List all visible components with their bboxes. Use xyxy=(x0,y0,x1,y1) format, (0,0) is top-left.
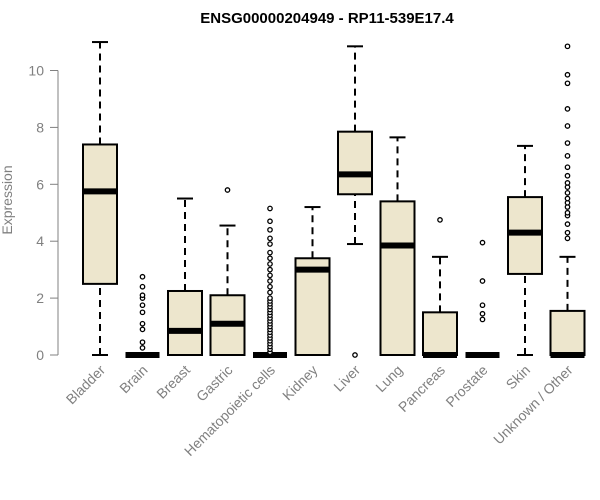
outlier-point xyxy=(267,235,273,242)
box-5 xyxy=(294,206,331,356)
outlier-point xyxy=(139,283,146,290)
outlier-point xyxy=(564,43,571,50)
iqr-box xyxy=(167,289,203,356)
outlier-point xyxy=(564,229,571,236)
outlier-point xyxy=(267,205,273,212)
outlier-point xyxy=(352,352,358,358)
x-tick-label: Liver xyxy=(330,362,363,395)
outlier-point xyxy=(564,123,571,129)
x-tick-label: Kidney xyxy=(279,362,321,404)
outlier-point xyxy=(139,345,146,351)
outlier-point xyxy=(437,217,443,223)
outlier-point xyxy=(139,326,146,333)
outlier-point xyxy=(564,106,571,112)
outlier-point xyxy=(479,310,486,317)
outlier-point xyxy=(267,226,273,233)
outlier-point xyxy=(564,221,571,227)
box-8 xyxy=(422,217,458,358)
outlier-point xyxy=(564,172,571,179)
box-2 xyxy=(167,197,203,356)
iqr-box xyxy=(379,200,416,356)
iqr-box xyxy=(422,311,458,357)
x-tick-label: Brain xyxy=(116,362,150,396)
outlier-point xyxy=(564,180,571,186)
outlier-point xyxy=(267,283,273,290)
box-1 xyxy=(125,273,160,358)
outlier-point xyxy=(479,239,486,246)
outlier-point xyxy=(139,273,146,280)
x-tick-label: Breast xyxy=(153,362,193,402)
iqr-box xyxy=(82,143,118,285)
outlier-point xyxy=(564,153,571,159)
outlier-point xyxy=(139,292,146,299)
outlier-point xyxy=(564,235,571,242)
outlier-point xyxy=(479,278,486,284)
box-10 xyxy=(507,144,543,356)
y-tick-label: 10 xyxy=(28,63,44,79)
outlier-point xyxy=(267,295,273,301)
y-tick-label: 6 xyxy=(36,176,44,192)
outlier-point xyxy=(139,339,146,346)
chart-title: ENSG00000204949 - RP11-539E17.4 xyxy=(200,10,454,27)
iqr-box xyxy=(337,130,373,196)
outlier-point xyxy=(564,195,571,202)
outlier-point xyxy=(267,241,273,247)
y-tick-label: 4 xyxy=(36,233,44,249)
box-11 xyxy=(549,43,586,358)
box-6 xyxy=(337,45,373,358)
box-4 xyxy=(253,205,287,358)
y-axis-title: Expression xyxy=(0,165,15,234)
outlier-point xyxy=(267,249,273,256)
outlier-point xyxy=(564,189,571,196)
outlier-point xyxy=(267,289,273,296)
x-tick-label: Lung xyxy=(372,362,405,395)
iqr-box xyxy=(294,257,331,356)
outlier-point xyxy=(479,302,486,309)
outlier-point xyxy=(564,80,571,87)
x-tick-label: Prostate xyxy=(442,362,490,410)
boxes-group xyxy=(82,41,586,358)
y-axis: 0 2 4 6 8 10 xyxy=(28,63,59,363)
box-0 xyxy=(82,41,118,356)
iqr-box xyxy=(549,309,586,356)
outlier-point xyxy=(267,261,273,267)
box-3 xyxy=(209,187,246,357)
y-tick-label: 2 xyxy=(36,290,44,306)
outlier-point xyxy=(564,164,571,171)
x-tick-label: Unknown / Other xyxy=(490,362,576,448)
outlier-point xyxy=(139,302,146,309)
box-9 xyxy=(465,239,500,358)
outlier-point xyxy=(224,187,231,193)
outlier-point xyxy=(267,272,273,279)
x-tick-label: Skin xyxy=(503,362,534,393)
outlier-point xyxy=(267,266,273,273)
y-tick-label: 8 xyxy=(36,119,44,135)
outlier-point xyxy=(564,209,571,216)
outlier-point xyxy=(479,316,486,323)
outlier-point xyxy=(139,309,146,316)
box-7 xyxy=(379,136,416,356)
outlier-point xyxy=(139,320,146,327)
outlier-point xyxy=(564,140,571,146)
outlier-point xyxy=(267,255,273,262)
x-tick-label: Bladder xyxy=(63,362,109,408)
outlier-point xyxy=(267,218,273,225)
outlier-point xyxy=(267,278,273,284)
outlier-point xyxy=(564,71,571,78)
x-tick-label: Pancreas xyxy=(395,362,448,415)
y-tick-label: 0 xyxy=(36,347,44,363)
